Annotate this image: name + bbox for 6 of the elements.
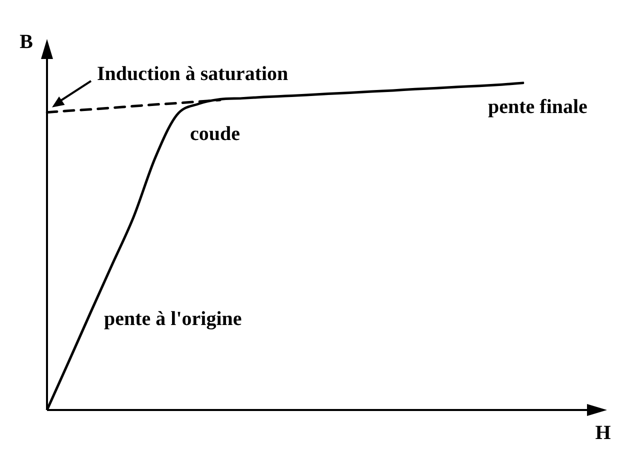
annotation: Induction à saturation [97,63,288,86]
annotation: coude [190,123,240,146]
annotation: pente à l'origine [104,308,242,330]
y-axis-title: B [20,31,33,54]
x-axis-title: H [595,422,612,444]
annotation: pente finale [488,96,588,118]
